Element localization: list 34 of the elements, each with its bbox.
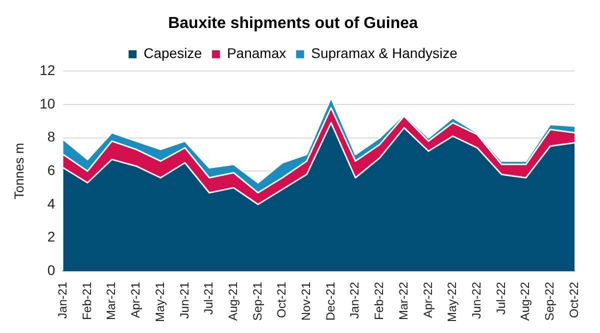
x-tick-label: Sep-22 xyxy=(542,282,557,321)
y-tick-label: 6 xyxy=(47,162,56,178)
x-tick-label: Nov-21 xyxy=(299,282,314,321)
y-tick-label: 12 xyxy=(40,62,56,78)
x-tick-label: Feb-21 xyxy=(80,282,94,320)
x-tick-label: Feb-22 xyxy=(372,282,386,320)
x-tick-label: Dec-21 xyxy=(323,282,338,321)
y-tick-label: 8 xyxy=(47,128,56,145)
chart-title: Bauxite shipments out of Guinea xyxy=(168,15,418,32)
y-tick-label: 4 xyxy=(47,195,56,212)
x-tick-label: May-22 xyxy=(445,282,460,322)
x-tick-label: Jul-22 xyxy=(494,282,508,315)
x-tick-label: Aug-21 xyxy=(226,282,240,321)
x-tick-label: Jun-22 xyxy=(470,282,484,319)
x-tick-label: Mar-22 xyxy=(396,282,410,320)
y-tick-label: 10 xyxy=(40,95,56,112)
y-tick-label: 2 xyxy=(47,228,56,245)
x-tick-label: Apr-22 xyxy=(420,282,435,318)
legend-label: Capesize xyxy=(144,45,202,62)
x-tick-label: Aug-22 xyxy=(518,282,532,321)
x-tick-label: Jan-21 xyxy=(55,282,70,319)
x-tick-label: Oct-21 xyxy=(274,282,289,318)
x-tick-label: Sep-21 xyxy=(250,282,264,321)
x-tick-label: Jun-21 xyxy=(177,282,192,319)
x-tick-label: Jan-22 xyxy=(348,282,362,319)
legend-label: Supramax & Handysize xyxy=(311,45,458,62)
legend-label: Panamax xyxy=(226,45,286,62)
y-tick-label: 0 xyxy=(47,262,56,278)
x-tick-label: May-21 xyxy=(152,282,167,322)
x-tick-label: Jul-21 xyxy=(202,282,216,315)
x-tick-label: Mar-21 xyxy=(104,282,118,320)
x-tick-label: Oct-22 xyxy=(566,282,581,318)
x-tick-label: Apr-21 xyxy=(128,282,143,318)
y-axis-title: Tonnes m xyxy=(11,142,26,200)
